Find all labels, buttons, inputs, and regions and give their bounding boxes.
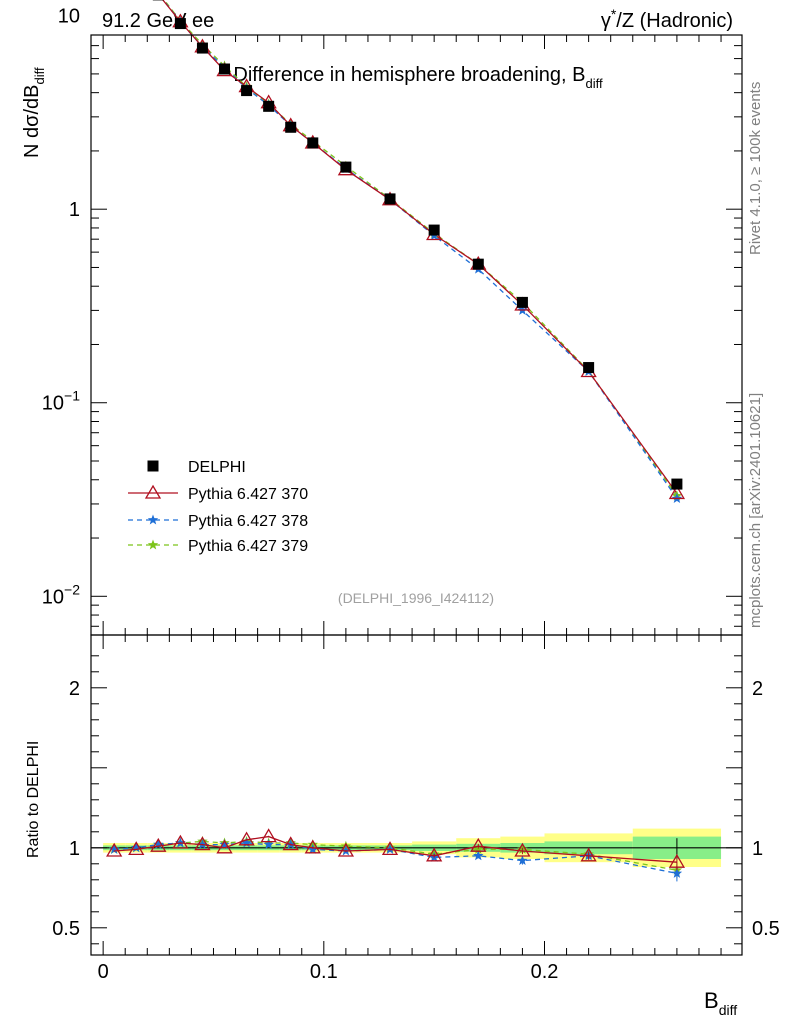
ratio-1-point	[282, 836, 299, 851]
ratio-1-point	[381, 841, 399, 856]
x-tick-label: 0.1	[310, 961, 338, 983]
ratio-line-2	[114, 842, 678, 875]
ratio-y-tick-label-right: 1	[752, 838, 763, 860]
ratio-2-point	[307, 843, 319, 854]
data-point	[219, 63, 231, 75]
y-tick-label: 10	[58, 6, 80, 28]
ratio-line-3	[114, 840, 678, 871]
ratio-2-point	[153, 839, 164, 850]
ratio-ylabel: Ratio to DELPHI	[25, 741, 42, 858]
y-tick-label: 1	[69, 199, 80, 221]
main-axes: 10210110−110−2	[42, 6, 743, 636]
legend-marker	[147, 460, 159, 472]
main-ylabel: N dσ/dBdiff	[21, 67, 47, 158]
data-point	[583, 362, 595, 374]
ratio-y-tick-label-right: 0.5	[752, 918, 780, 940]
analysis-id-label: (DELPHI_1996_I424112)	[338, 590, 494, 606]
data-point	[472, 258, 484, 270]
chart-title: Difference in hemisphere broadening, Bdi…	[233, 64, 603, 91]
data-point	[340, 161, 352, 173]
ratio-y-tick-label-left: 1	[69, 838, 80, 860]
ratio-uncertainty-bands	[91, 828, 742, 867]
ratio-1-point	[216, 839, 233, 854]
ratio-y-tick-label-right: 2	[752, 678, 763, 700]
legend-label: Pythia 6.427 370	[188, 486, 308, 503]
ratio-1-point	[426, 847, 443, 862]
y-tick-label: 10−2	[42, 581, 80, 608]
ratio-frame	[90, 634, 743, 956]
data-point	[285, 121, 297, 133]
x-tick-label: 0.2	[531, 961, 559, 983]
ratio-data-layer	[106, 828, 686, 882]
data-point	[516, 296, 528, 308]
legend: DELPHI Pythia 6.427 370 Pythia 6.427 378 Py…	[128, 459, 308, 555]
ratio-2-point	[263, 839, 274, 850]
ratio-1-point	[172, 834, 189, 849]
main-panel: Difference in hemisphere broadening, Bdi…	[42, 0, 743, 636]
ratio-1-point	[304, 839, 321, 854]
ratio-y-tick-label-left: 0.5	[52, 918, 80, 940]
energy-label: 91.2 GeV ee	[102, 10, 214, 32]
ratio-2-point	[219, 839, 230, 850]
x-tick-label: 0	[98, 961, 109, 983]
ratio-2-point	[473, 850, 484, 861]
ratio-2-point	[108, 843, 120, 854]
legend-label: Pythia 6.427 379	[188, 538, 308, 555]
ratio-1-point	[470, 837, 487, 852]
ratio-1-point	[260, 828, 277, 843]
ratio-2-point	[671, 867, 683, 878]
legend-marker	[144, 484, 162, 499]
series-1-point	[668, 485, 686, 500]
ratio-1-point	[150, 837, 167, 852]
ratio-1-point	[238, 831, 255, 846]
ratio-2-point	[131, 842, 142, 853]
legend-label: DELPHI	[188, 459, 246, 476]
ratio-1-point	[337, 842, 355, 857]
ratio-1-point	[580, 847, 597, 862]
data-point	[241, 85, 253, 97]
data-point	[307, 137, 319, 149]
y-tick-label: 10−1	[42, 388, 80, 415]
mcplots-label: mcplots.cern.ch [arXiv:2401.10621]	[747, 393, 764, 628]
data-point	[428, 224, 440, 236]
ratio-1-point	[514, 842, 531, 857]
rivet-version-label: Rivet 4.1.0, ≥ 100k events	[747, 82, 764, 255]
process-label: γ*/Z (Hadronic)	[601, 6, 733, 32]
data-point	[671, 478, 683, 490]
legend-marker	[147, 514, 159, 525]
main-data-layer	[152, 0, 686, 503]
data-point	[196, 42, 208, 54]
ratio-panel: 0 0.1 0.2 2 2 1 1 0.5 0.5	[52, 634, 780, 983]
ratio-axes: 0 0.1 0.2 2 2 1 1 0.5 0.5	[52, 634, 780, 983]
ratio-1-point	[106, 842, 123, 857]
data-point	[174, 18, 186, 30]
ratio-y-tick-label-left: 2	[69, 678, 80, 700]
ratio-1-point	[128, 841, 145, 856]
legend-label: Pythia 6.427 378	[188, 513, 308, 530]
data-point	[263, 100, 275, 112]
ratio-2-point	[517, 855, 528, 866]
x-axis-label: Bdiff	[704, 988, 737, 1018]
ratio-1-point	[668, 853, 686, 868]
ratio-3-point	[473, 843, 484, 854]
legend-marker	[147, 539, 159, 550]
ratio-2-point	[241, 837, 252, 848]
data-point	[384, 193, 396, 205]
ratio-1-point	[194, 836, 211, 851]
